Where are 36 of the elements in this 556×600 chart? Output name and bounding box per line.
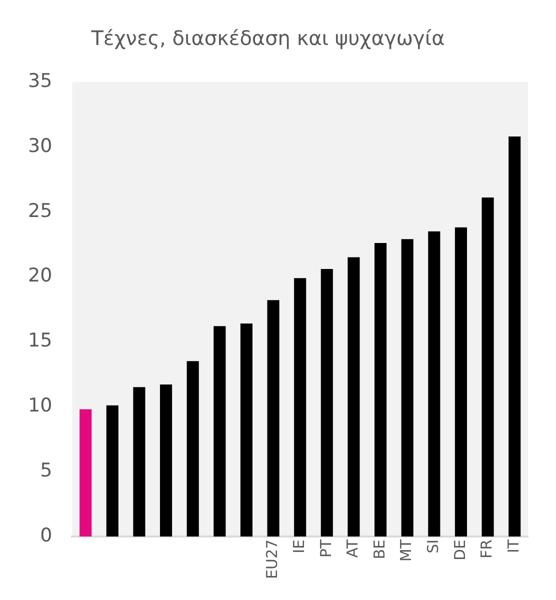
x-tick-label: BE xyxy=(370,539,388,560)
bar xyxy=(160,384,172,536)
bar xyxy=(240,324,252,536)
x-tick-label: IE xyxy=(290,539,308,554)
y-tick-label: 35 xyxy=(28,70,52,92)
bar xyxy=(482,198,494,536)
bar xyxy=(214,326,226,536)
x-tick-label: PT xyxy=(316,538,335,558)
y-tick-label: 5 xyxy=(40,459,52,482)
y-tick-label: 0 xyxy=(40,524,52,546)
x-tick-label: SI xyxy=(424,539,442,554)
bar xyxy=(374,243,387,536)
bar xyxy=(80,409,92,536)
y-tick-label: 30 xyxy=(28,134,52,157)
chart-title: Τέχνες, διασκέδαση και ψυχαγωγία xyxy=(90,26,445,50)
x-tick-label: FR xyxy=(478,539,496,559)
bar xyxy=(320,268,333,536)
x-tick-label: IT xyxy=(504,538,522,554)
y-tick-label: 25 xyxy=(28,200,52,222)
x-tick-label: EU27 xyxy=(263,539,282,580)
bar xyxy=(428,231,440,536)
x-tick-label: MT xyxy=(397,538,416,562)
bar xyxy=(267,300,280,536)
y-tick-label: 15 xyxy=(28,330,52,352)
bar xyxy=(454,227,467,536)
bar xyxy=(294,278,306,536)
bar xyxy=(106,405,118,536)
bar xyxy=(508,136,521,536)
x-tick-label: DE xyxy=(450,539,469,560)
bar xyxy=(348,257,360,536)
bar xyxy=(133,387,146,536)
bar xyxy=(186,361,199,536)
y-tick-label: 20 xyxy=(28,264,52,287)
x-tick-label: AT xyxy=(344,538,362,558)
bar xyxy=(401,239,414,536)
y-tick-label: 10 xyxy=(28,394,52,417)
